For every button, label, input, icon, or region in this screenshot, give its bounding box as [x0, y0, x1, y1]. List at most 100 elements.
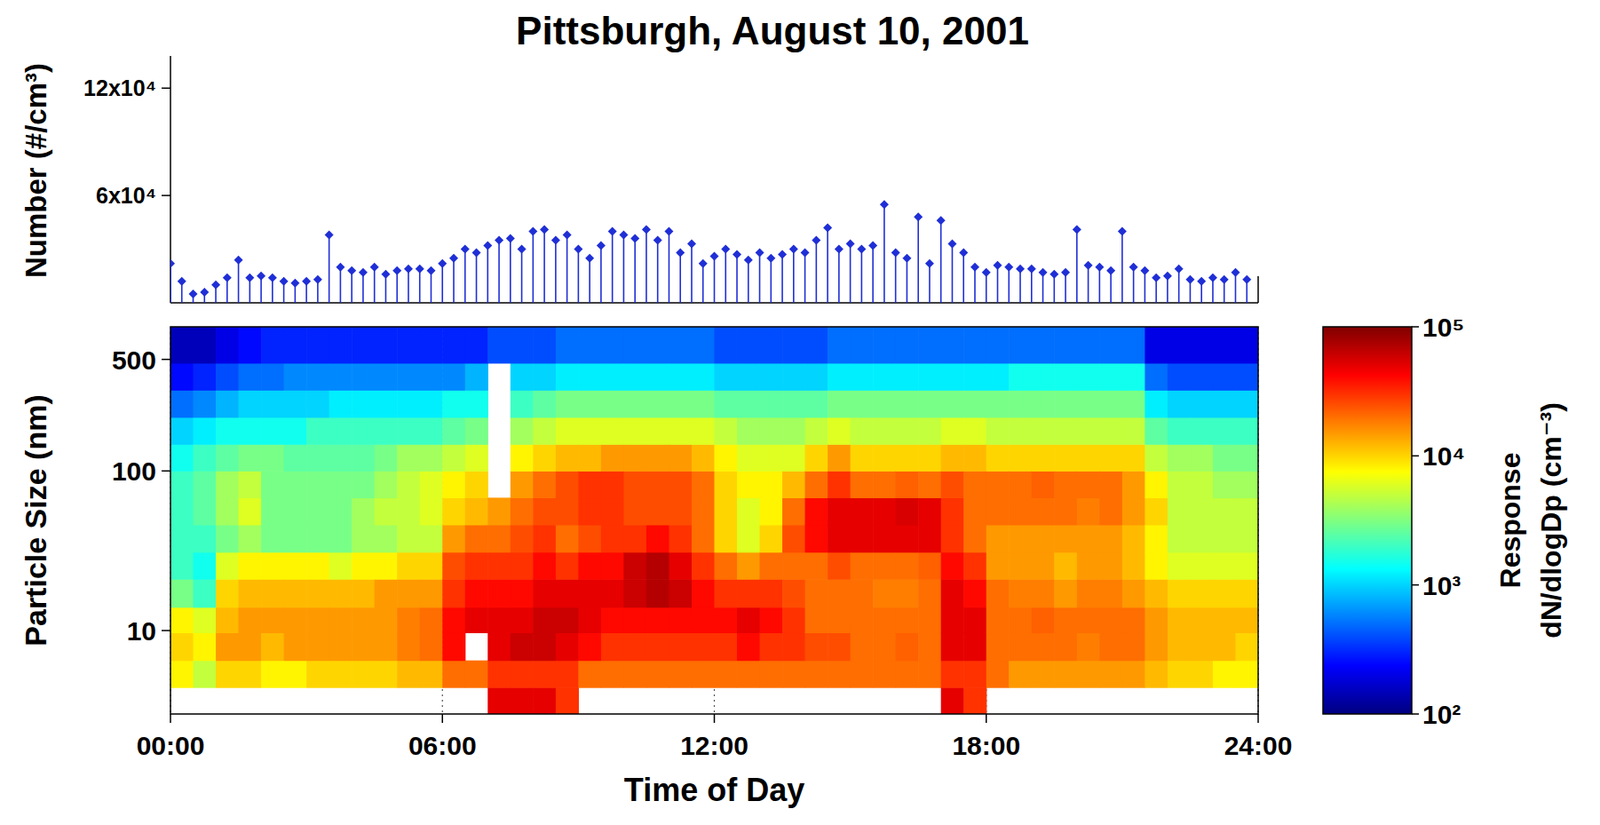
stem-marker: [472, 248, 482, 258]
stem-marker: [199, 287, 209, 297]
cell: [668, 470, 692, 499]
stem-line: [509, 237, 512, 303]
cell: [1235, 326, 1259, 364]
stem: [234, 255, 244, 303]
stem-marker: [170, 259, 175, 269]
colorbar-tick-label: 10²: [1422, 699, 1461, 729]
stem: [698, 259, 708, 303]
cell: [284, 417, 308, 445]
cell: [170, 363, 194, 391]
cell: [532, 497, 556, 525]
cell: [1099, 578, 1123, 608]
cell: [895, 497, 919, 525]
cell: [1008, 326, 1032, 364]
stem-marker: [301, 277, 311, 286]
cell: [284, 578, 308, 608]
stem-marker: [494, 235, 504, 245]
cell: [261, 417, 285, 445]
cell: [1031, 632, 1055, 661]
cell: [1008, 607, 1032, 634]
stem-marker: [539, 224, 549, 234]
cell: [1031, 389, 1055, 418]
cell: [714, 443, 738, 472]
cell: [170, 552, 194, 580]
cell: [510, 607, 534, 634]
cell: [1099, 326, 1123, 364]
cell: [532, 389, 556, 418]
cell: [963, 660, 987, 689]
cell: [760, 607, 784, 634]
cell: [601, 524, 625, 553]
stem-line: [588, 258, 591, 303]
cell: [351, 470, 375, 499]
stem: [687, 239, 697, 303]
stem: [437, 259, 447, 303]
cell: [555, 632, 579, 661]
cell: [601, 326, 625, 364]
cell: [555, 417, 579, 445]
cell: [1235, 632, 1259, 661]
cell: [1212, 660, 1236, 689]
cell: [1212, 417, 1236, 445]
cell: [1167, 578, 1191, 608]
stem-marker: [483, 241, 492, 251]
cell: [941, 417, 965, 445]
cell: [510, 524, 534, 553]
stem-line: [690, 244, 693, 303]
stem-line: [826, 227, 829, 303]
cell: [1144, 632, 1168, 661]
stem: [573, 245, 583, 303]
cell: [1031, 326, 1055, 364]
cell: [1167, 326, 1191, 364]
cell: [691, 417, 715, 445]
cell: [351, 607, 375, 634]
cell: [623, 524, 647, 553]
cell: [238, 443, 262, 472]
cell: [1077, 443, 1101, 472]
stem-line: [997, 265, 999, 303]
cell: [1122, 363, 1146, 391]
cell: [1167, 470, 1191, 499]
cell: [193, 417, 217, 445]
cell: [760, 552, 784, 580]
cell: [215, 470, 239, 499]
cell: [510, 687, 534, 714]
cell: [306, 470, 330, 499]
cell: [510, 363, 534, 391]
cell: [1008, 443, 1032, 472]
stem-marker: [891, 248, 901, 258]
cells: [170, 326, 1259, 714]
cell: [419, 389, 444, 418]
cell: [396, 417, 420, 445]
colorbar-tick: [1411, 325, 1419, 328]
cell: [1099, 470, 1123, 499]
cell: [941, 524, 965, 553]
cell: [1053, 443, 1078, 472]
cell: [1031, 607, 1055, 634]
cell: [623, 660, 647, 689]
cell: [1053, 552, 1078, 580]
cell: [306, 443, 330, 472]
cell: [918, 470, 942, 499]
stem: [800, 248, 810, 303]
cell: [1144, 607, 1168, 634]
cell: [646, 389, 670, 418]
cell: [465, 417, 489, 445]
cell: [850, 470, 874, 499]
cell: [532, 660, 556, 689]
cell: [736, 660, 761, 689]
y-tick: [161, 629, 171, 632]
cell: [193, 632, 217, 661]
cell: [963, 497, 987, 525]
cell: [872, 632, 896, 661]
cell: [646, 578, 670, 608]
stem: [170, 259, 175, 303]
cell: [736, 443, 761, 472]
cell: [1235, 497, 1259, 525]
cell: [601, 578, 625, 608]
stem-line: [430, 270, 433, 303]
stem: [811, 235, 821, 303]
cell: [1008, 632, 1032, 661]
stem-line: [1076, 229, 1078, 303]
stem: [641, 224, 651, 303]
